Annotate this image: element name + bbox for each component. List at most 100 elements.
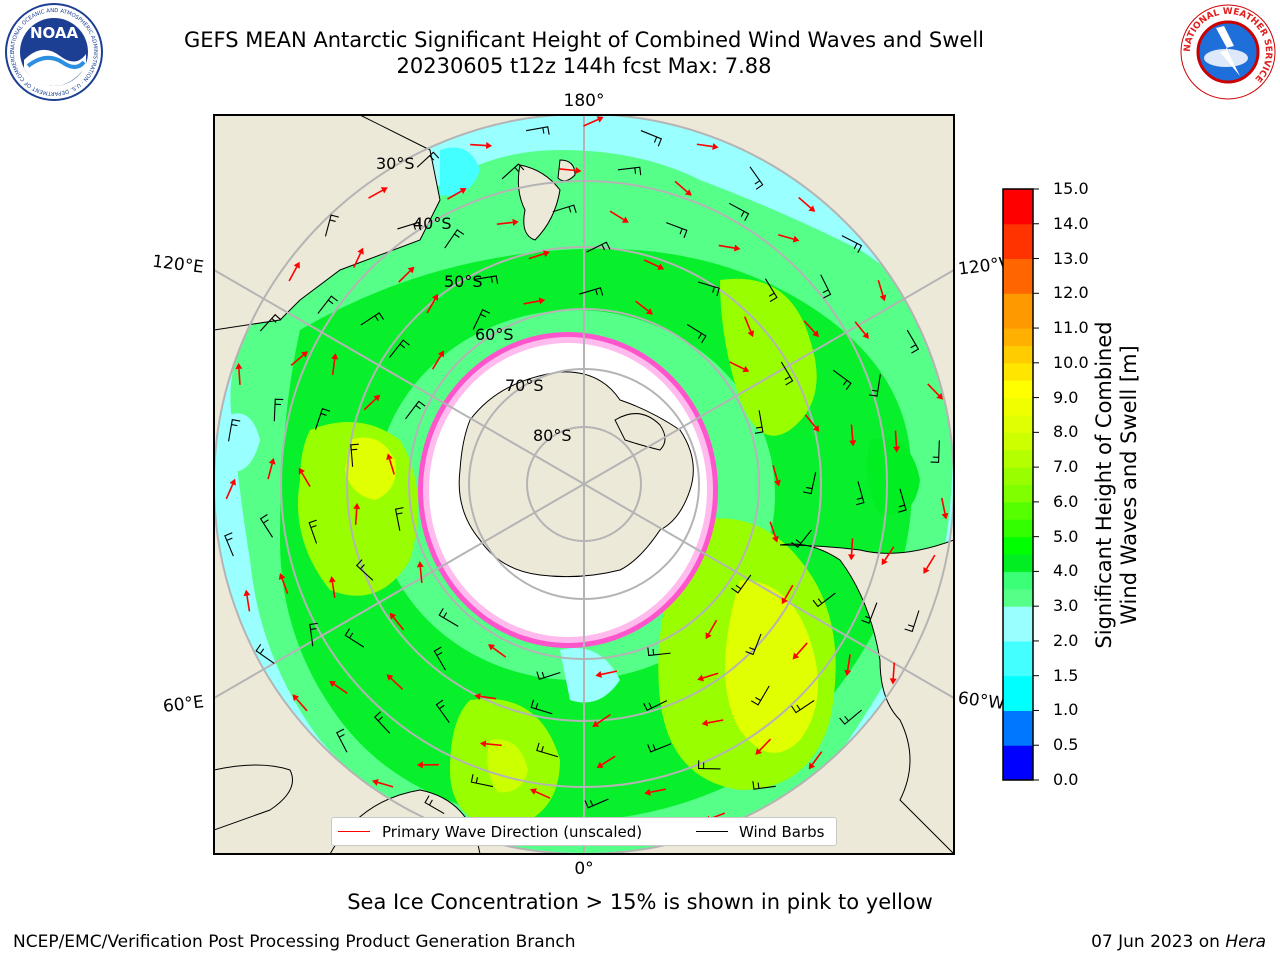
wave-arrow-head: [808, 762, 816, 770]
wave-arrow-head: [812, 330, 820, 338]
colorbar-tick-label: 10.0: [1053, 352, 1089, 372]
wave-direction-arrow: [377, 781, 394, 788]
footer-branch: NCEP/EMC/Verification Post Processing Pr…: [13, 932, 576, 952]
wind-barb: [898, 488, 907, 513]
wind-barb: [474, 275, 499, 284]
wave-arrow-head: [407, 266, 415, 274]
wave-direction-arrow: [804, 414, 817, 428]
wave-arrow-head: [243, 589, 251, 597]
wave-arrow-head: [328, 576, 336, 583]
wind-barb: [324, 214, 339, 237]
colorbar-bin: [1003, 345, 1033, 364]
wind-barb: [752, 781, 776, 790]
colorbar-tick-label: 5.0: [1053, 526, 1079, 546]
wave-arrow-head: [697, 674, 704, 682]
lon-label-0: 0°: [574, 859, 593, 879]
wave-direction-arrow: [925, 554, 936, 570]
wave-direction-arrow: [795, 642, 808, 656]
wind-barb: [780, 361, 794, 386]
colorbar-label-line2: Wind Waves and Swell [m]: [1117, 345, 1141, 625]
wave-arrow-head: [646, 308, 653, 315]
wave-direction-arrow: [811, 751, 823, 765]
wind-barb: [930, 440, 940, 463]
colorbar-tick-label: 3.0: [1053, 596, 1079, 616]
wave-arrow-head: [936, 392, 944, 400]
wind-barb: [416, 151, 440, 168]
wave-direction-arrow: [744, 316, 752, 332]
wind-barb: [686, 323, 707, 344]
lat-label-40: 40°S: [413, 214, 452, 233]
wind-barb: [839, 709, 862, 725]
colorbar-tick-label: 11.0: [1053, 318, 1089, 338]
wave-arrow-head: [437, 350, 444, 358]
colorbar-tick-label: 2.0: [1053, 630, 1079, 650]
wind-barb: [308, 519, 318, 544]
wave-arrow-head: [485, 142, 493, 150]
wave-direction-arrow: [363, 398, 377, 411]
wave-direction-arrow: [390, 677, 404, 690]
wind-barb: [314, 408, 331, 430]
vector-layer: [224, 116, 949, 845]
wind-barb: [433, 646, 446, 671]
wave-direction-arrow: [523, 300, 540, 305]
wave-direction-arrow: [288, 266, 298, 282]
wind-barb: [586, 241, 611, 253]
colorbar-bin: [1003, 397, 1033, 416]
colorbar-label-line1: Significant Height of Combined: [1092, 321, 1116, 649]
wave-arrow-head: [844, 669, 852, 677]
wind-barb: [405, 400, 426, 420]
wave-arrow-head: [755, 748, 763, 755]
wind-barb: [350, 443, 359, 467]
wave-direction-arrow: [927, 383, 940, 396]
colorbar-bin: [1003, 432, 1033, 451]
wind-barb: [750, 685, 770, 706]
wind-barb: [536, 671, 561, 680]
wave-arrow-head: [657, 263, 665, 270]
wave-direction-arrow: [470, 143, 487, 147]
noaa-logo-text: NOAA: [30, 24, 79, 42]
wind-barb: [791, 529, 812, 549]
colorbar-bin: [1003, 328, 1033, 346]
wave-arrow-head: [331, 353, 339, 360]
wave-arrow-head: [386, 453, 393, 461]
meridian-120w: [583, 269, 954, 485]
wave-arrow-head: [293, 261, 300, 269]
wave-direction-arrow: [447, 190, 462, 200]
wind-barb: [397, 221, 422, 231]
wave-direction-arrow: [707, 619, 718, 635]
wave-direction-arrow: [238, 368, 241, 385]
colorbar-tick-label: 8.0: [1053, 422, 1079, 442]
wave-patch-8: [866, 438, 920, 516]
colorbar-tick-label: 1.5: [1053, 665, 1079, 685]
colorbar-tick-label: 0.5: [1053, 735, 1079, 755]
wave-arrow-head: [712, 143, 719, 151]
legend-wave-label: Primary Wave Direction (unscaled): [382, 823, 643, 841]
wave-direction-arrow: [850, 538, 854, 555]
wave-direction-arrow: [485, 743, 502, 747]
wave-arrow-head: [812, 425, 820, 432]
wind-barb: [470, 774, 494, 788]
wind-barb: [841, 235, 863, 254]
colorbar-tick-label: 9.0: [1053, 387, 1079, 407]
wave-arrow-head: [529, 788, 537, 795]
colorbar-bin: [1003, 519, 1033, 538]
wind-barb: [820, 274, 832, 299]
calm-area-3: [220, 413, 260, 472]
new-zealand-north: [557, 159, 576, 182]
noaa-logo: NOAA NATIONAL OCEANIC AND ATMOSPHERIC AD…: [5, 3, 103, 101]
wave-arrow-head: [705, 632, 712, 640]
wave-direction-arrow: [784, 584, 794, 600]
wave-arrow-head: [386, 674, 394, 681]
wave-arrow-head: [543, 250, 550, 258]
wind-barb: [224, 532, 234, 557]
colorbar-bin: [1003, 467, 1033, 485]
madagascar-land: [214, 764, 293, 831]
meridian-60w: [583, 483, 954, 699]
wave-arrow-head: [235, 362, 243, 370]
wind-barb: [647, 743, 672, 753]
wave-arrow-head: [488, 644, 495, 651]
wave-arrow-head: [644, 788, 651, 796]
wave-direction-arrow: [354, 508, 358, 525]
wave-arrow-head: [371, 779, 379, 786]
